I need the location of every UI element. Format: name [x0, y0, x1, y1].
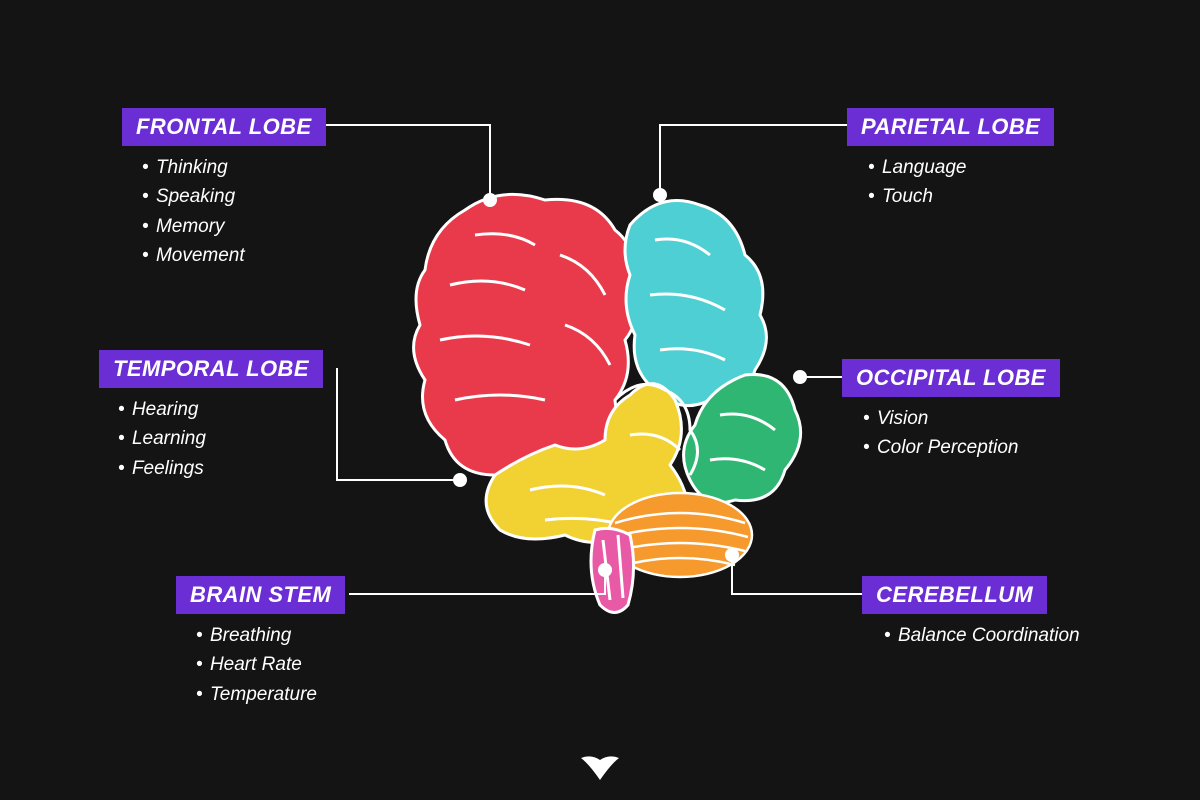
- bullets-temporal-lobe: Hearing Learning Feelings: [118, 395, 206, 483]
- bullet-item: Feelings: [118, 454, 206, 483]
- label-cerebellum: CEREBELLUM: [862, 576, 1047, 614]
- bullet-item: Color Perception: [863, 433, 1018, 462]
- bullet-item: Movement: [142, 241, 245, 270]
- bullets-occipital-lobe: Vision Color Perception: [863, 404, 1018, 463]
- bullet-item: Touch: [868, 182, 966, 211]
- logo-icon: [577, 754, 623, 782]
- bullet-item: Balance Coordination: [884, 621, 1080, 650]
- label-parietal-lobe: PARIETAL LOBE: [847, 108, 1054, 146]
- bullet-item: Learning: [118, 424, 206, 453]
- bullets-frontal-lobe: Thinking Speaking Memory Movement: [142, 153, 245, 271]
- label-temporal-lobe: TEMPORAL LOBE: [99, 350, 323, 388]
- bullet-item: Breathing: [196, 621, 317, 650]
- bullet-item: Hearing: [118, 395, 206, 424]
- label-frontal-lobe: FRONTAL LOBE: [122, 108, 326, 146]
- bullet-item: Language: [868, 153, 966, 182]
- bullet-item: Vision: [863, 404, 1018, 433]
- bullets-parietal-lobe: Language Touch: [868, 153, 966, 212]
- bullet-item: Thinking: [142, 153, 245, 182]
- label-occipital-lobe: OCCIPITAL LOBE: [842, 359, 1060, 397]
- bullet-item: Heart Rate: [196, 650, 317, 679]
- bullet-item: Memory: [142, 212, 245, 241]
- bullets-brain-stem: Breathing Heart Rate Temperature: [196, 621, 317, 709]
- bullet-item: Temperature: [196, 680, 317, 709]
- bullets-cerebellum: Balance Coordination: [884, 621, 1080, 650]
- label-brain-stem: BRAIN STEM: [176, 576, 345, 614]
- bullet-item: Speaking: [142, 182, 245, 211]
